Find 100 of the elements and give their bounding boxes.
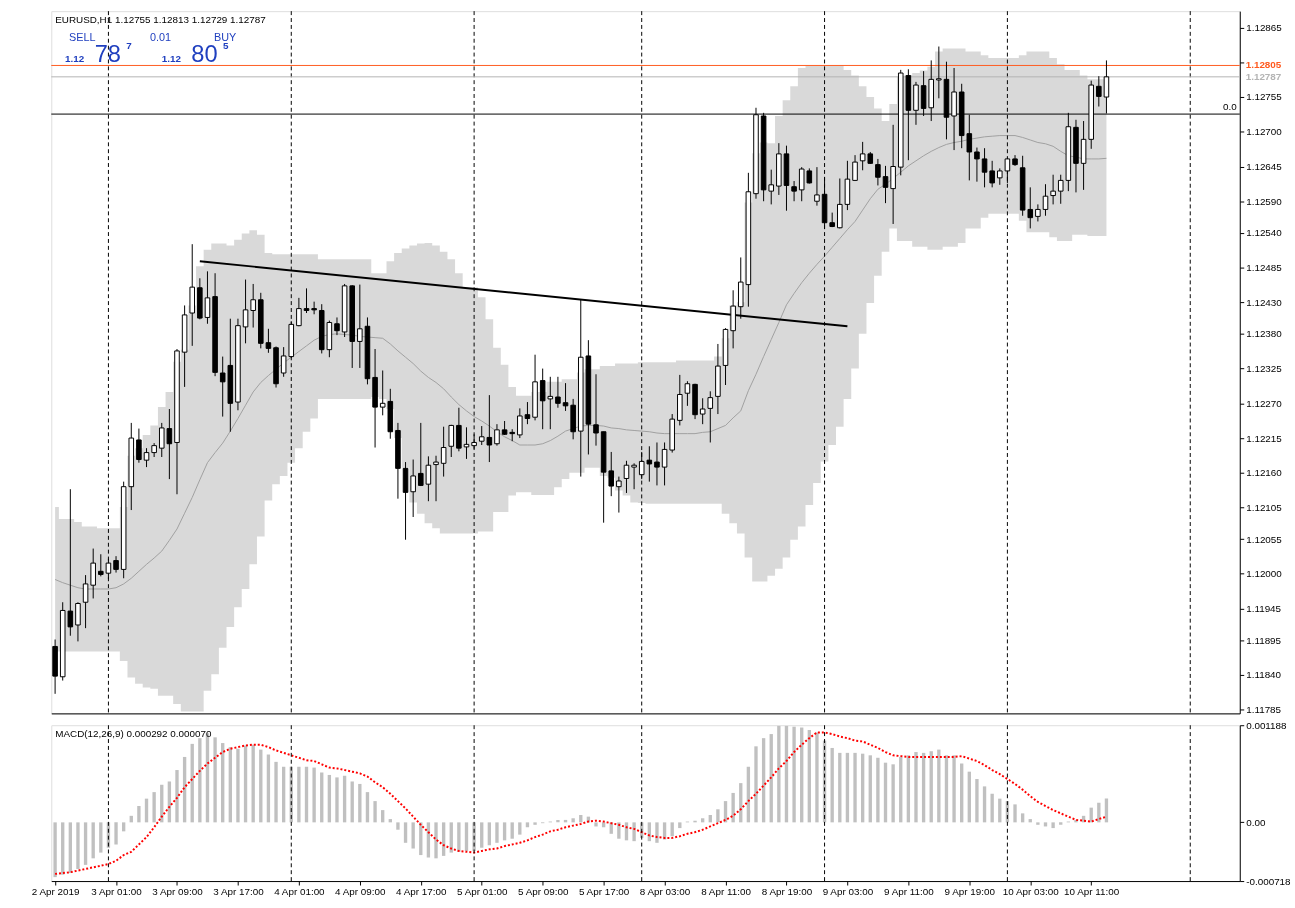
bar [632, 822, 636, 842]
bar [175, 770, 179, 823]
chart-title: MACD(12,26,9) 0.000292 0.000070 [55, 728, 212, 740]
bar [480, 822, 484, 848]
bar [358, 783, 362, 823]
y-tick-label: 1.12430 [1246, 296, 1283, 308]
y-tick-label: 1.12755 [1246, 91, 1283, 103]
bar [396, 822, 400, 830]
candlestick [440, 426, 447, 478]
bar [99, 822, 103, 853]
candlestick [890, 124, 896, 225]
y-tick-label: 1.12540 [1246, 227, 1283, 239]
candlestick [654, 441, 660, 486]
x-tick-label: 9 Apr 19:00 [944, 886, 996, 898]
bar [853, 752, 857, 823]
y-tick-label: 1.12270 [1246, 397, 1283, 409]
annotation: 78 [94, 41, 122, 68]
candlestick [593, 373, 599, 447]
bar [518, 822, 522, 835]
bar [457, 822, 461, 852]
bar [152, 792, 156, 823]
annotation: 1.12 [161, 53, 182, 65]
candlestick [1035, 203, 1041, 222]
candlestick [494, 423, 500, 447]
bar [495, 822, 499, 843]
candlestick [1050, 174, 1056, 205]
candlestick [204, 270, 211, 325]
candlestick [357, 284, 363, 369]
y-tick-label: -0.000718 [1246, 875, 1292, 887]
bar [556, 819, 560, 823]
annotation: 80 [191, 41, 218, 68]
bar [594, 822, 598, 827]
candlestick [631, 462, 637, 490]
candlestick [989, 160, 995, 188]
bar [914, 752, 918, 823]
candlestick [311, 301, 317, 315]
x-tick-label: 3 Apr 17:00 [213, 886, 265, 898]
chart-title: EURUSD,H1 1.12755 1.12813 1.12729 1.12787 [55, 13, 266, 25]
candlestick [791, 180, 797, 202]
x-tick-label: 8 Apr 19:00 [761, 886, 813, 898]
bar [373, 801, 377, 823]
y-tick-label: 1.12700 [1246, 126, 1283, 138]
candlestick [410, 459, 416, 518]
bar [350, 781, 354, 823]
bar [236, 748, 240, 823]
x-tick-label: 9 Apr 11:00 [884, 886, 935, 898]
candlestick [616, 476, 622, 514]
candlestick [814, 166, 820, 207]
candlestick [1096, 75, 1102, 108]
bar [1051, 822, 1055, 829]
candlestick [1042, 183, 1049, 217]
x-tick-label: 10 Apr 11:00 [1064, 886, 1120, 898]
y-tick-label: 1.12215 [1246, 432, 1283, 444]
bar [571, 818, 575, 823]
x-tick-label: 2 Apr 2019 [31, 886, 80, 898]
x-tick-label: 5 Apr 01:00 [457, 886, 508, 898]
y-tick-label: 1.12380 [1246, 328, 1283, 340]
bar [655, 822, 659, 843]
y-tick-label: 1.12485 [1246, 262, 1283, 273]
annotation: SELL [69, 30, 96, 43]
bar [411, 822, 415, 849]
y-tick-label: 1.12325 [1246, 363, 1283, 375]
candlestick [296, 297, 302, 327]
bar [533, 822, 537, 825]
candlestick [555, 376, 561, 409]
bar [1059, 822, 1063, 825]
y-tick-label: 1.12645 [1246, 160, 1283, 172]
annotation: 1.12 [65, 53, 85, 65]
ref-line-label: 1.12805 [1245, 59, 1282, 71]
annotation: 7 [126, 39, 133, 51]
x-tick-label: 5 Apr 17:00 [578, 886, 630, 898]
bar [61, 822, 65, 875]
bar [525, 822, 530, 828]
annotation: 0.01 [149, 30, 171, 43]
x-tick-label: 9 Apr 03:00 [822, 886, 874, 898]
bar [464, 822, 469, 851]
bar [510, 822, 514, 839]
y-tick-label: 1.12590 [1246, 195, 1283, 207]
bar [114, 822, 118, 845]
candlestick [242, 279, 249, 344]
candlestick [402, 461, 409, 541]
y-tick-label: 0.001188 [1246, 719, 1288, 731]
bar [952, 755, 956, 823]
x-tick-label: 3 Apr 01:00 [91, 886, 143, 898]
x-tick-label: 5 Apr 09:00 [517, 886, 569, 898]
candlestick [882, 165, 889, 204]
y-tick-label: 1.11840 [1246, 669, 1282, 681]
bar [297, 766, 301, 823]
bar [137, 806, 141, 823]
bar [434, 822, 438, 859]
bar [792, 726, 796, 823]
bar [83, 822, 88, 865]
bar [975, 779, 979, 823]
y-tick-label: 1.12055 [1246, 533, 1283, 545]
candlestick [143, 447, 150, 468]
line-series [54, 731, 1108, 875]
bar [937, 749, 941, 823]
bar [53, 822, 57, 878]
bar [487, 822, 492, 846]
candlestick [517, 407, 523, 439]
